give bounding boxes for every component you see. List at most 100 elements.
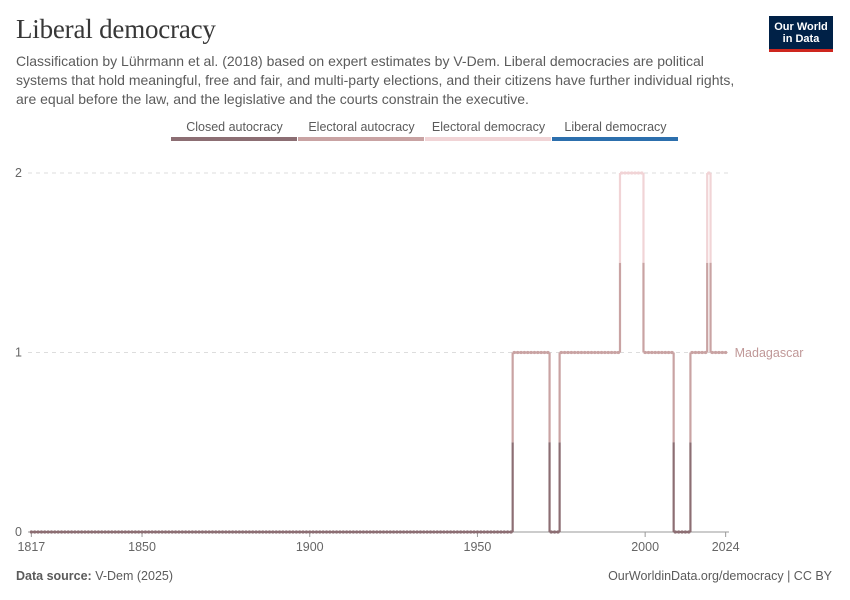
- data-point: [418, 530, 423, 534]
- y-tick-label: 1: [15, 346, 22, 360]
- owid-url-link[interactable]: OurWorldinData.org/democracy: [608, 569, 784, 583]
- data-point: [640, 171, 644, 175]
- data-point: [616, 350, 620, 355]
- data-point: [204, 530, 208, 534]
- data-point: [39, 530, 44, 534]
- grid-lines: [28, 172, 729, 353]
- series-labels: Madagascar: [735, 346, 804, 360]
- data-point: [33, 530, 37, 534]
- data-point: [402, 530, 406, 534]
- data-point: [103, 530, 107, 534]
- data-point: [465, 530, 469, 534]
- data-point: [650, 350, 654, 355]
- data-point: [338, 530, 342, 534]
- data-point: [365, 530, 369, 534]
- data-point: [271, 530, 275, 534]
- data-point: [630, 171, 634, 175]
- data-point: [579, 350, 584, 355]
- data-point: [230, 530, 235, 534]
- x-tick-label: 1817: [17, 540, 45, 554]
- data-point: [532, 350, 537, 355]
- data-point: [700, 350, 704, 355]
- data-point: [100, 530, 104, 534]
- data-point: [445, 530, 449, 534]
- data-point: [566, 350, 570, 355]
- data-point: [110, 530, 114, 534]
- data-point: [284, 530, 288, 534]
- data-point: [294, 530, 298, 534]
- data-point: [405, 530, 409, 534]
- data-point: [324, 530, 329, 534]
- data-point: [197, 530, 201, 534]
- data-point: [113, 530, 117, 534]
- data-point: [428, 530, 433, 534]
- data-point: [254, 530, 258, 534]
- data-point: [90, 530, 94, 534]
- data-point: [489, 530, 493, 534]
- data-point: [291, 530, 295, 534]
- chart-title: Liberal democracy: [16, 14, 216, 44]
- data-point: [328, 530, 332, 534]
- data-point: [690, 350, 694, 355]
- data-point: [46, 530, 50, 534]
- x-tick-label: 1850: [128, 540, 156, 554]
- footer-link: OurWorldinData.org/democracy | CC BY: [608, 569, 832, 583]
- data-point: [381, 530, 386, 534]
- data-point: [656, 350, 661, 355]
- data-point: [506, 530, 510, 534]
- data-point: [355, 530, 359, 534]
- data-point: [348, 530, 352, 534]
- legend-label[interactable]: Liberal democracy: [564, 120, 667, 134]
- legend[interactable]: Closed autocracy Electoral autocracy Elect…: [171, 120, 678, 141]
- data-point: [214, 530, 218, 534]
- data-point: [620, 171, 624, 175]
- axes: 0 1 2 1817 1850 1900 1950 2000 2024: [15, 166, 740, 554]
- data-point: [241, 530, 245, 534]
- data-point: [542, 350, 547, 355]
- data-point: [422, 530, 426, 534]
- data-point: [485, 530, 490, 534]
- data-point: [80, 530, 84, 534]
- data-source: Data source: V-Dem (2025): [16, 569, 173, 583]
- legend-label[interactable]: Closed autocracy: [186, 120, 283, 134]
- data-point: [147, 530, 151, 534]
- data-point: [408, 530, 412, 534]
- data-point: [251, 530, 255, 534]
- data-point: [194, 530, 198, 534]
- license-text: | CC BY: [787, 569, 832, 583]
- series-label: Madagascar: [735, 346, 804, 360]
- x-tick-label: 1900: [296, 540, 324, 554]
- data-point: [93, 530, 97, 534]
- data-point: [593, 350, 597, 355]
- data-point: [261, 530, 265, 534]
- data-point: [576, 350, 580, 355]
- data-point: [569, 350, 573, 355]
- data-point: [277, 530, 282, 534]
- data-point: [237, 530, 241, 534]
- data-point: [667, 350, 671, 355]
- data-point: [244, 530, 248, 534]
- data-point: [479, 530, 483, 534]
- data-point: [391, 530, 396, 534]
- x-tick-label: 1950: [464, 540, 492, 554]
- data-point: [36, 530, 40, 534]
- data-point: [687, 530, 691, 534]
- data-point: [623, 171, 627, 175]
- data-point: [163, 530, 168, 534]
- data-point: [710, 350, 714, 355]
- data-point: [455, 530, 459, 534]
- data-point: [526, 350, 530, 355]
- data-point: [425, 530, 429, 534]
- data-point: [361, 530, 366, 534]
- data-point: [120, 530, 124, 534]
- data-point: [462, 530, 466, 534]
- data-point: [720, 350, 724, 355]
- owid-logo[interactable]: Our World in Data: [769, 16, 833, 52]
- legend-label[interactable]: Electoral democracy: [432, 120, 546, 134]
- data-point: [499, 530, 503, 534]
- data-point: [707, 171, 711, 175]
- series-layer[interactable]: [29, 171, 728, 534]
- data-point: [703, 350, 708, 355]
- data-point: [66, 530, 70, 534]
- legend-label[interactable]: Electoral autocracy: [308, 120, 415, 134]
